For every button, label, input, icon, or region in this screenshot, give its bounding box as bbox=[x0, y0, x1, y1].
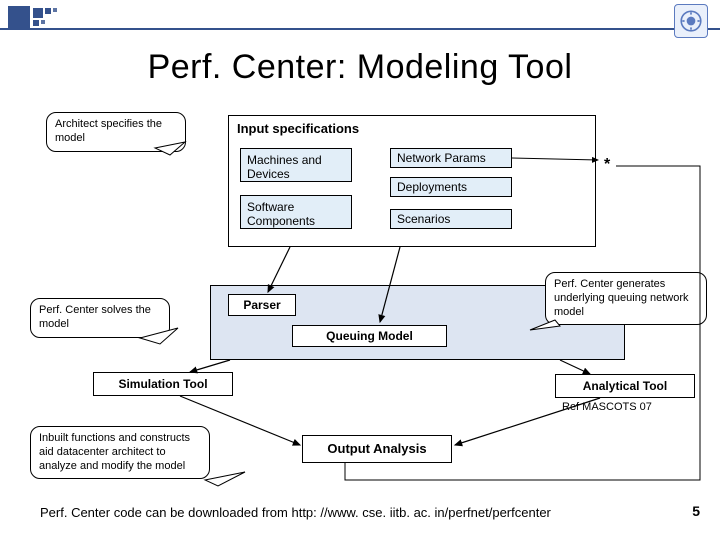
reference-text: Ref MASCOTS 07 bbox=[562, 401, 652, 413]
top-rule bbox=[0, 28, 720, 30]
page-title: Perf. Center: Modeling Tool bbox=[0, 48, 720, 87]
page-number: 5 bbox=[692, 503, 700, 519]
spec-scenarios: Scenarios bbox=[390, 209, 512, 229]
spec-software: Software Components bbox=[240, 195, 352, 229]
callout-generates-text: Perf. Center generates underlying queuin… bbox=[554, 278, 689, 318]
star-annotation: * bbox=[604, 156, 610, 174]
footer-text: Perf. Center code can be downloaded from… bbox=[40, 505, 551, 520]
institute-logo bbox=[674, 4, 708, 38]
top-decoration bbox=[8, 6, 57, 28]
callout-inbuilt: Inbuilt functions and constructs aid dat… bbox=[30, 426, 210, 479]
spec-deployments: Deployments bbox=[390, 177, 512, 197]
spec-machines: Machines and Devices bbox=[240, 148, 352, 182]
callout-architect-text: Architect specifies the model bbox=[55, 118, 162, 144]
callout-solves: Perf. Center solves the model bbox=[30, 298, 170, 338]
parser-box: Parser bbox=[228, 294, 296, 316]
callout-solves-text: Perf. Center solves the model bbox=[39, 304, 151, 330]
queuing-model-box: Queuing Model bbox=[292, 325, 447, 347]
analytical-tool-box: Analytical Tool bbox=[555, 374, 695, 398]
callout-architect: Architect specifies the model bbox=[46, 112, 186, 152]
callout-inbuilt-text: Inbuilt functions and constructs aid dat… bbox=[39, 432, 190, 472]
callout-generates: Perf. Center generates underlying queuin… bbox=[545, 272, 707, 325]
simulation-tool-box: Simulation Tool bbox=[93, 372, 233, 396]
spec-network: Network Params bbox=[390, 148, 512, 168]
input-specs-title: Input specifications bbox=[229, 116, 595, 141]
output-analysis-box: Output Analysis bbox=[302, 435, 452, 463]
